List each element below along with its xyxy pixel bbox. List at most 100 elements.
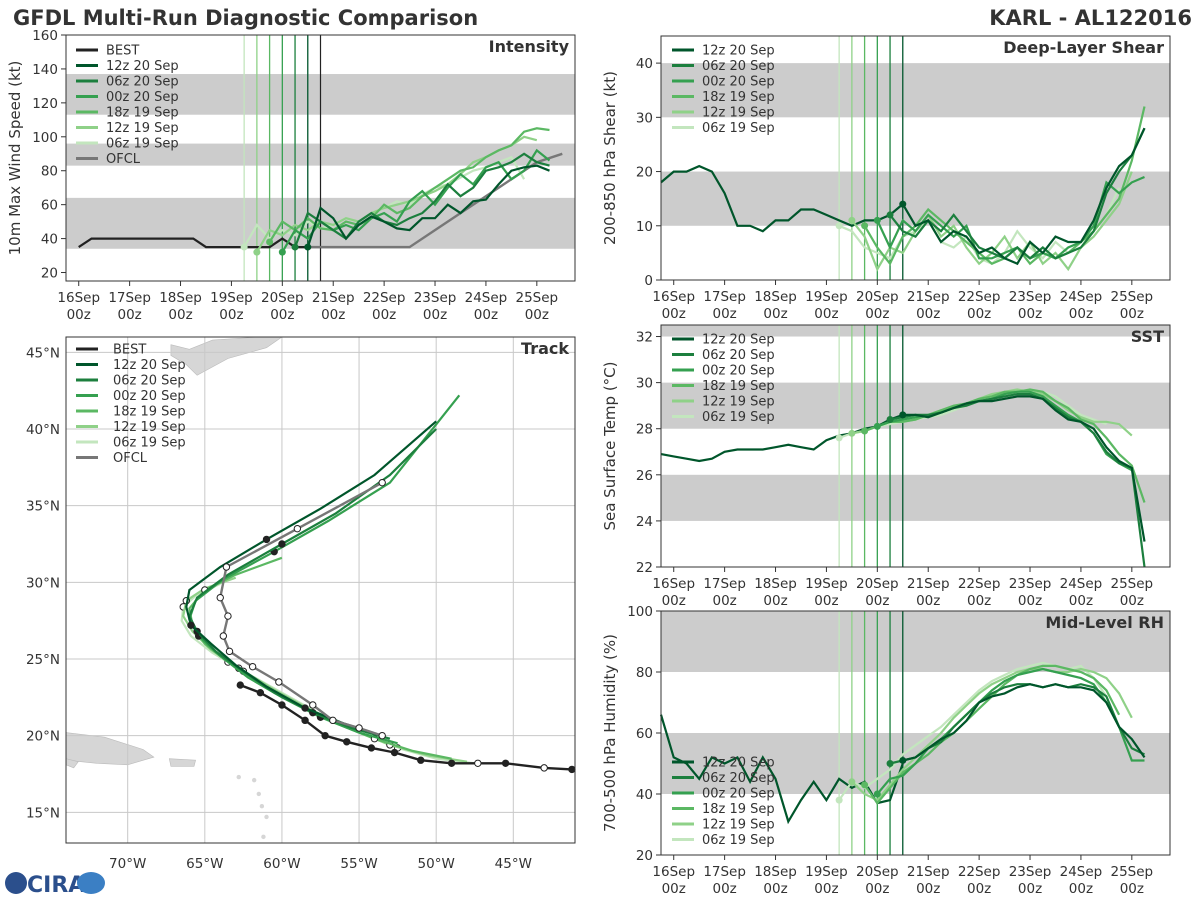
y-tick-label: 24: [636, 514, 653, 530]
cira-logo: CIRA: [5, 872, 105, 898]
panels: Intensity2040608010012014016016Sep00z17S…: [6, 28, 1171, 897]
y-axis-label: 200-850 hPa Shear (kt): [601, 71, 619, 245]
x-tick-day: 21Sep: [907, 289, 950, 305]
panel-title: Deep-Layer Shear: [1003, 38, 1164, 57]
x-tick-day: 22Sep: [958, 864, 1001, 880]
legend-label: 06z 19 Sep: [106, 137, 179, 152]
panel-title: Track: [521, 339, 569, 358]
series-start-marker: [899, 200, 907, 208]
y-tick-label: 45°N: [26, 345, 60, 361]
legend-label: 18z 19 Sep: [702, 802, 775, 817]
series-start-marker: [899, 411, 907, 419]
x-tick-hour: 00z: [865, 306, 889, 322]
y-tick-label: 32: [636, 330, 653, 346]
island: [236, 774, 241, 780]
legend-label: 00z 20 Sep: [702, 787, 775, 802]
y-tick-label: 20: [636, 165, 653, 181]
x-tick-hour: 00z: [67, 307, 91, 323]
landmass-puerto-rico: [168, 758, 196, 767]
panel-mid-level-rh: Mid-Level RH2040608010016Sep00z17Sep00z1…: [601, 604, 1171, 897]
y-tick-label: 40°N: [26, 422, 60, 438]
series-start-marker: [278, 248, 286, 256]
x-tick-hour: 00z: [712, 593, 736, 609]
series-start-marker: [873, 216, 881, 224]
series-start-marker: [899, 756, 907, 764]
best-track-line: [239, 683, 572, 771]
ofcl-marker: [219, 632, 228, 640]
x-tick-hour: 00z: [168, 307, 192, 323]
best-marker: [256, 689, 265, 697]
legend-label: 18z 19 Sep: [106, 106, 179, 121]
x-tick-hour: 00z: [865, 881, 889, 897]
x-tick-day: 19Sep: [805, 864, 848, 880]
x-tick-hour: 00z: [967, 306, 991, 322]
track-marker: [278, 540, 286, 548]
island: [256, 791, 262, 797]
series-start-marker: [886, 211, 894, 219]
x-tick-day: 17Sep: [703, 864, 746, 880]
ofcl-marker: [329, 716, 337, 725]
plot-frame: [660, 324, 1171, 568]
y-tick-label: 26: [636, 468, 653, 484]
x-tick-hour: 00z: [1018, 593, 1042, 609]
x-tick-hour: 00z: [916, 593, 940, 609]
series-line: [268, 127, 550, 243]
x-tick-hour: 00z: [1018, 306, 1042, 322]
series-start-marker: [240, 243, 248, 251]
x-tick-hour: 00z: [662, 306, 686, 322]
series-start-marker: [873, 790, 881, 798]
legend-label: 06z 19 Sep: [702, 410, 775, 425]
legend-label: 12z 19 Sep: [106, 121, 179, 136]
x-tick-day: 17Sep: [703, 576, 746, 592]
y-tick-label: 28: [636, 422, 653, 438]
series-line: [294, 152, 550, 248]
series-start-marker: [835, 434, 843, 442]
series-start-marker: [886, 760, 894, 767]
series-start-marker: [861, 427, 869, 435]
ofcl-marker: [222, 563, 231, 571]
x-tick-hour: 00z: [814, 306, 838, 322]
series-line: [889, 393, 1146, 568]
best-marker: [417, 756, 425, 764]
x-tick-day: 21Sep: [312, 290, 355, 306]
x-tick-day: 16Sep: [652, 289, 695, 305]
legend-label: 00z 20 Sep: [106, 90, 179, 105]
best-marker: [236, 681, 244, 689]
x-tick-hour: 00z: [763, 881, 787, 897]
x-tick-day: 23Sep: [1009, 289, 1052, 305]
ofcl-marker: [275, 678, 283, 686]
x-tick-hour: 00z: [423, 307, 447, 323]
series-start-marker: [848, 778, 856, 786]
y-tick-label: 25°N: [26, 652, 60, 668]
y-tick-label: 40: [41, 232, 58, 248]
legend-label: 12z 20 Sep: [106, 59, 179, 74]
best-marker: [367, 744, 376, 752]
x-tick-day: 21Sep: [907, 576, 950, 592]
legend-label: 12z 20 Sep: [702, 333, 775, 348]
legend-label: 18z 19 Sep: [113, 405, 186, 420]
track-marker: [187, 621, 195, 629]
island: [264, 814, 269, 820]
x-tick-hour: 00z: [865, 593, 889, 609]
x-tick-hour: 00z: [372, 307, 396, 323]
x-tick-day: 25Sep: [1111, 576, 1154, 592]
legend-label: BEST: [106, 44, 139, 59]
y-tick-label: 30°N: [26, 575, 60, 591]
best-marker: [447, 759, 456, 767]
x-tick-hour: 00z: [1018, 881, 1042, 897]
ofcl-marker: [355, 724, 363, 732]
ofcl-marker: [248, 662, 257, 671]
x-tick-day: 24Sep: [1060, 576, 1103, 592]
legend-label: 06z 19 Sep: [113, 436, 186, 451]
threshold-band: [661, 474, 1170, 521]
logo-swirl-icon: [77, 872, 105, 894]
track-marker: [262, 535, 271, 544]
x-tick-day: 18Sep: [754, 576, 797, 592]
legend-label: 12z 19 Sep: [702, 395, 775, 410]
series-start-marker: [266, 238, 274, 246]
x-tick-day: 24Sep: [1060, 864, 1103, 880]
best-marker: [301, 716, 309, 725]
x-tick-hour: 00z: [814, 881, 838, 897]
x-tick-day: 19Sep: [210, 290, 253, 306]
x-tick-hour: 00z: [117, 307, 141, 323]
